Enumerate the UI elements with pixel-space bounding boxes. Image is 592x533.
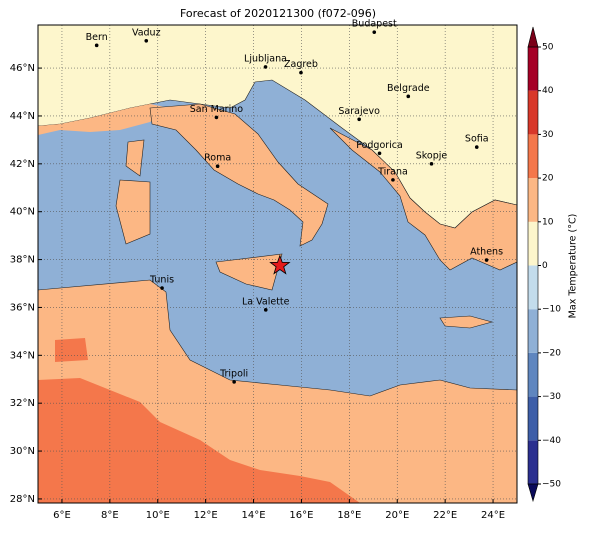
city-dot: [377, 151, 382, 156]
city-label: Podgorica: [356, 140, 403, 151]
map-title: Forecast of 2020121300 (f072-096): [180, 7, 376, 20]
city-dot: [474, 145, 479, 149]
x-tick-label: 8°E: [101, 510, 119, 521]
colorbar-band: [528, 221, 538, 266]
colorbar-band: [528, 352, 538, 397]
map-frame: [37, 24, 518, 504]
sardinia: [115, 179, 151, 245]
city-dot: [372, 30, 377, 34]
y-tick-label: 36°N: [10, 302, 35, 313]
city-label: Athens: [470, 247, 503, 258]
city-dot: [232, 380, 236, 384]
city-dot: [406, 94, 411, 99]
colorbar-tick-label: 10: [542, 217, 554, 227]
city-dot: [94, 43, 99, 48]
city-dot: [263, 308, 268, 312]
city-label: Tunis: [149, 275, 174, 286]
colorbar-band: [528, 134, 538, 179]
city-dot: [263, 65, 268, 69]
city-label: Skopje: [416, 150, 448, 161]
colorbar-band: [528, 90, 538, 135]
colorbar-tick-label: −20: [542, 348, 561, 358]
hot-patch: [55, 338, 88, 362]
city-label: San Marino: [190, 104, 243, 115]
y-tick-label: 32°N: [10, 398, 35, 409]
x-tick-label: 20°E: [385, 510, 409, 521]
north-africa-hot: [38, 378, 360, 503]
colorbar-under: [527, 483, 539, 503]
city-dot: [144, 38, 149, 43]
x-tick-label: 18°E: [337, 510, 361, 521]
y-tick-label: 40°N: [10, 207, 35, 218]
city-dot: [214, 115, 219, 120]
city-label: Sofia: [465, 134, 489, 145]
x-tick-label: 16°E: [289, 510, 313, 521]
x-tick-label: 14°E: [242, 510, 266, 521]
italy: [149, 103, 329, 247]
city-dot: [215, 164, 220, 169]
grid: [38, 25, 517, 503]
city-label: Zagreb: [284, 59, 318, 70]
map-fill: [38, 25, 517, 503]
city-dot: [484, 258, 489, 262]
city-label: Vaduz: [132, 27, 161, 38]
colorbar-tick-label: 20: [542, 174, 554, 184]
colorbar-tick-label: 50: [542, 43, 554, 53]
city-dot: [160, 286, 164, 290]
city-label: Belgrade: [387, 83, 430, 94]
colorbar-tick-label: 0: [542, 261, 548, 271]
colorbar-band: [528, 265, 538, 310]
land-warm-north: [38, 104, 170, 135]
colorbar-tick-label: −10: [542, 305, 561, 315]
x-tick-label: 12°E: [194, 510, 218, 521]
x-tick-label: 24°E: [481, 510, 505, 521]
city-label: Roma: [204, 153, 231, 164]
balkan-coast: [329, 127, 517, 271]
y-tick-label: 30°N: [10, 446, 35, 457]
colorbar-band: [528, 178, 538, 222]
colorbar-tick-label: −50: [542, 480, 561, 490]
corsica: [125, 139, 145, 177]
colorbar-label: Max Temperature (°C): [568, 214, 579, 319]
colorbar-tick-label: 30: [542, 130, 554, 140]
y-tick-label: 34°N: [10, 350, 35, 361]
city-dot: [429, 162, 434, 166]
city-dot: [391, 178, 395, 182]
city-label: Sarajevo: [338, 106, 380, 117]
x-tick-label: 6°E: [53, 510, 71, 521]
sicily: [215, 253, 283, 291]
colorbar-band: [528, 309, 538, 353]
event-star: [269, 254, 291, 275]
y-tick-label: 28°N: [10, 494, 35, 505]
y-tick-label: 44°N: [10, 111, 35, 122]
y-tick-label: 46°N: [10, 63, 35, 74]
colorbar-over: [527, 26, 539, 48]
colorbar-band: [528, 47, 538, 91]
x-tick-label: 22°E: [433, 510, 457, 521]
city-label: Budapest: [352, 19, 397, 30]
city-dot: [299, 70, 303, 75]
city-label: La Valette: [242, 296, 290, 307]
city-label: Tripoli: [219, 368, 248, 379]
colorbar-tick-label: −40: [542, 436, 561, 446]
colorbar-band: [528, 440, 538, 484]
y-tick-label: 42°N: [10, 159, 35, 170]
city-label: Bern: [86, 32, 108, 43]
city-dot: [357, 117, 361, 122]
colorbar-tick-label: 40: [542, 86, 554, 96]
y-tick-label: 38°N: [10, 255, 35, 266]
x-tick-label: 10°E: [146, 510, 170, 521]
colorbar-tick-label: −30: [542, 392, 561, 402]
crete: [439, 315, 494, 329]
city-label: Ljubljana: [244, 53, 287, 64]
colorbar-band: [528, 396, 538, 441]
city-label: Tirana: [377, 166, 408, 177]
